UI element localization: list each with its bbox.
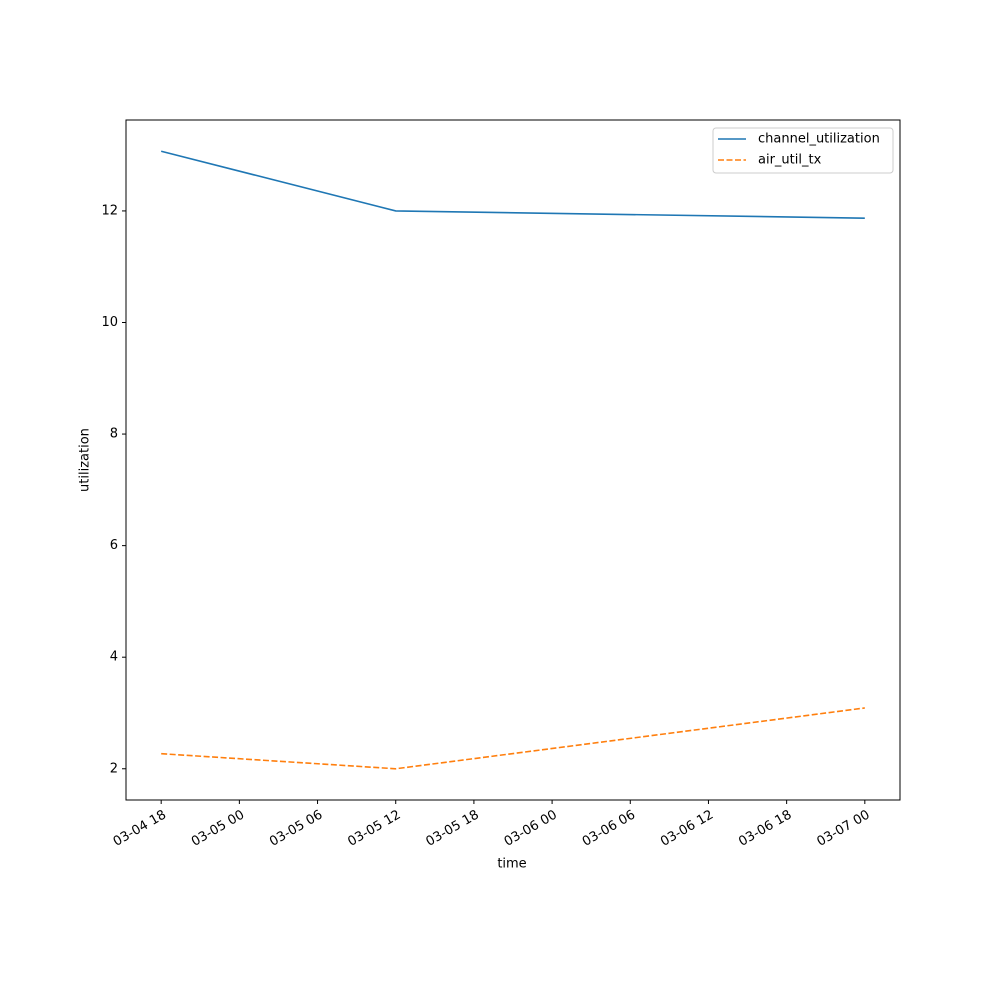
x-tick-label: 03-04 18 [111, 808, 169, 850]
x-tick-label: 03-06 00 [502, 808, 560, 850]
y-axis-label: utilization [78, 428, 93, 492]
x-axis-label: time [497, 857, 526, 872]
x-tick-label: 03-05 06 [267, 808, 325, 850]
x-tick-label: 03-05 18 [424, 808, 482, 850]
y-tick-label: 2 [110, 761, 118, 776]
plot-area [125, 119, 901, 801]
x-tick-label: 03-05 12 [345, 808, 403, 850]
legend-box [712, 127, 894, 174]
y-tick-label: 12 [101, 203, 118, 218]
x-tick-label: 03-05 00 [189, 808, 247, 850]
legend-label: channel_utilization [758, 132, 880, 147]
x-tick-label: 03-06 12 [658, 808, 716, 850]
series-line [160, 150, 865, 219]
x-tick-label: 03-06 06 [580, 808, 638, 850]
legend-label: air_util_tx [758, 153, 822, 168]
x-tick-label: 03-07 00 [814, 808, 872, 850]
x-tick-label: 03-06 18 [736, 808, 794, 850]
series-line [161, 707, 865, 770]
y-tick-label: 10 [101, 315, 118, 330]
y-tick-label: 6 [110, 538, 118, 553]
y-tick-label: 8 [110, 427, 118, 442]
y-tick-label: 4 [110, 650, 118, 665]
